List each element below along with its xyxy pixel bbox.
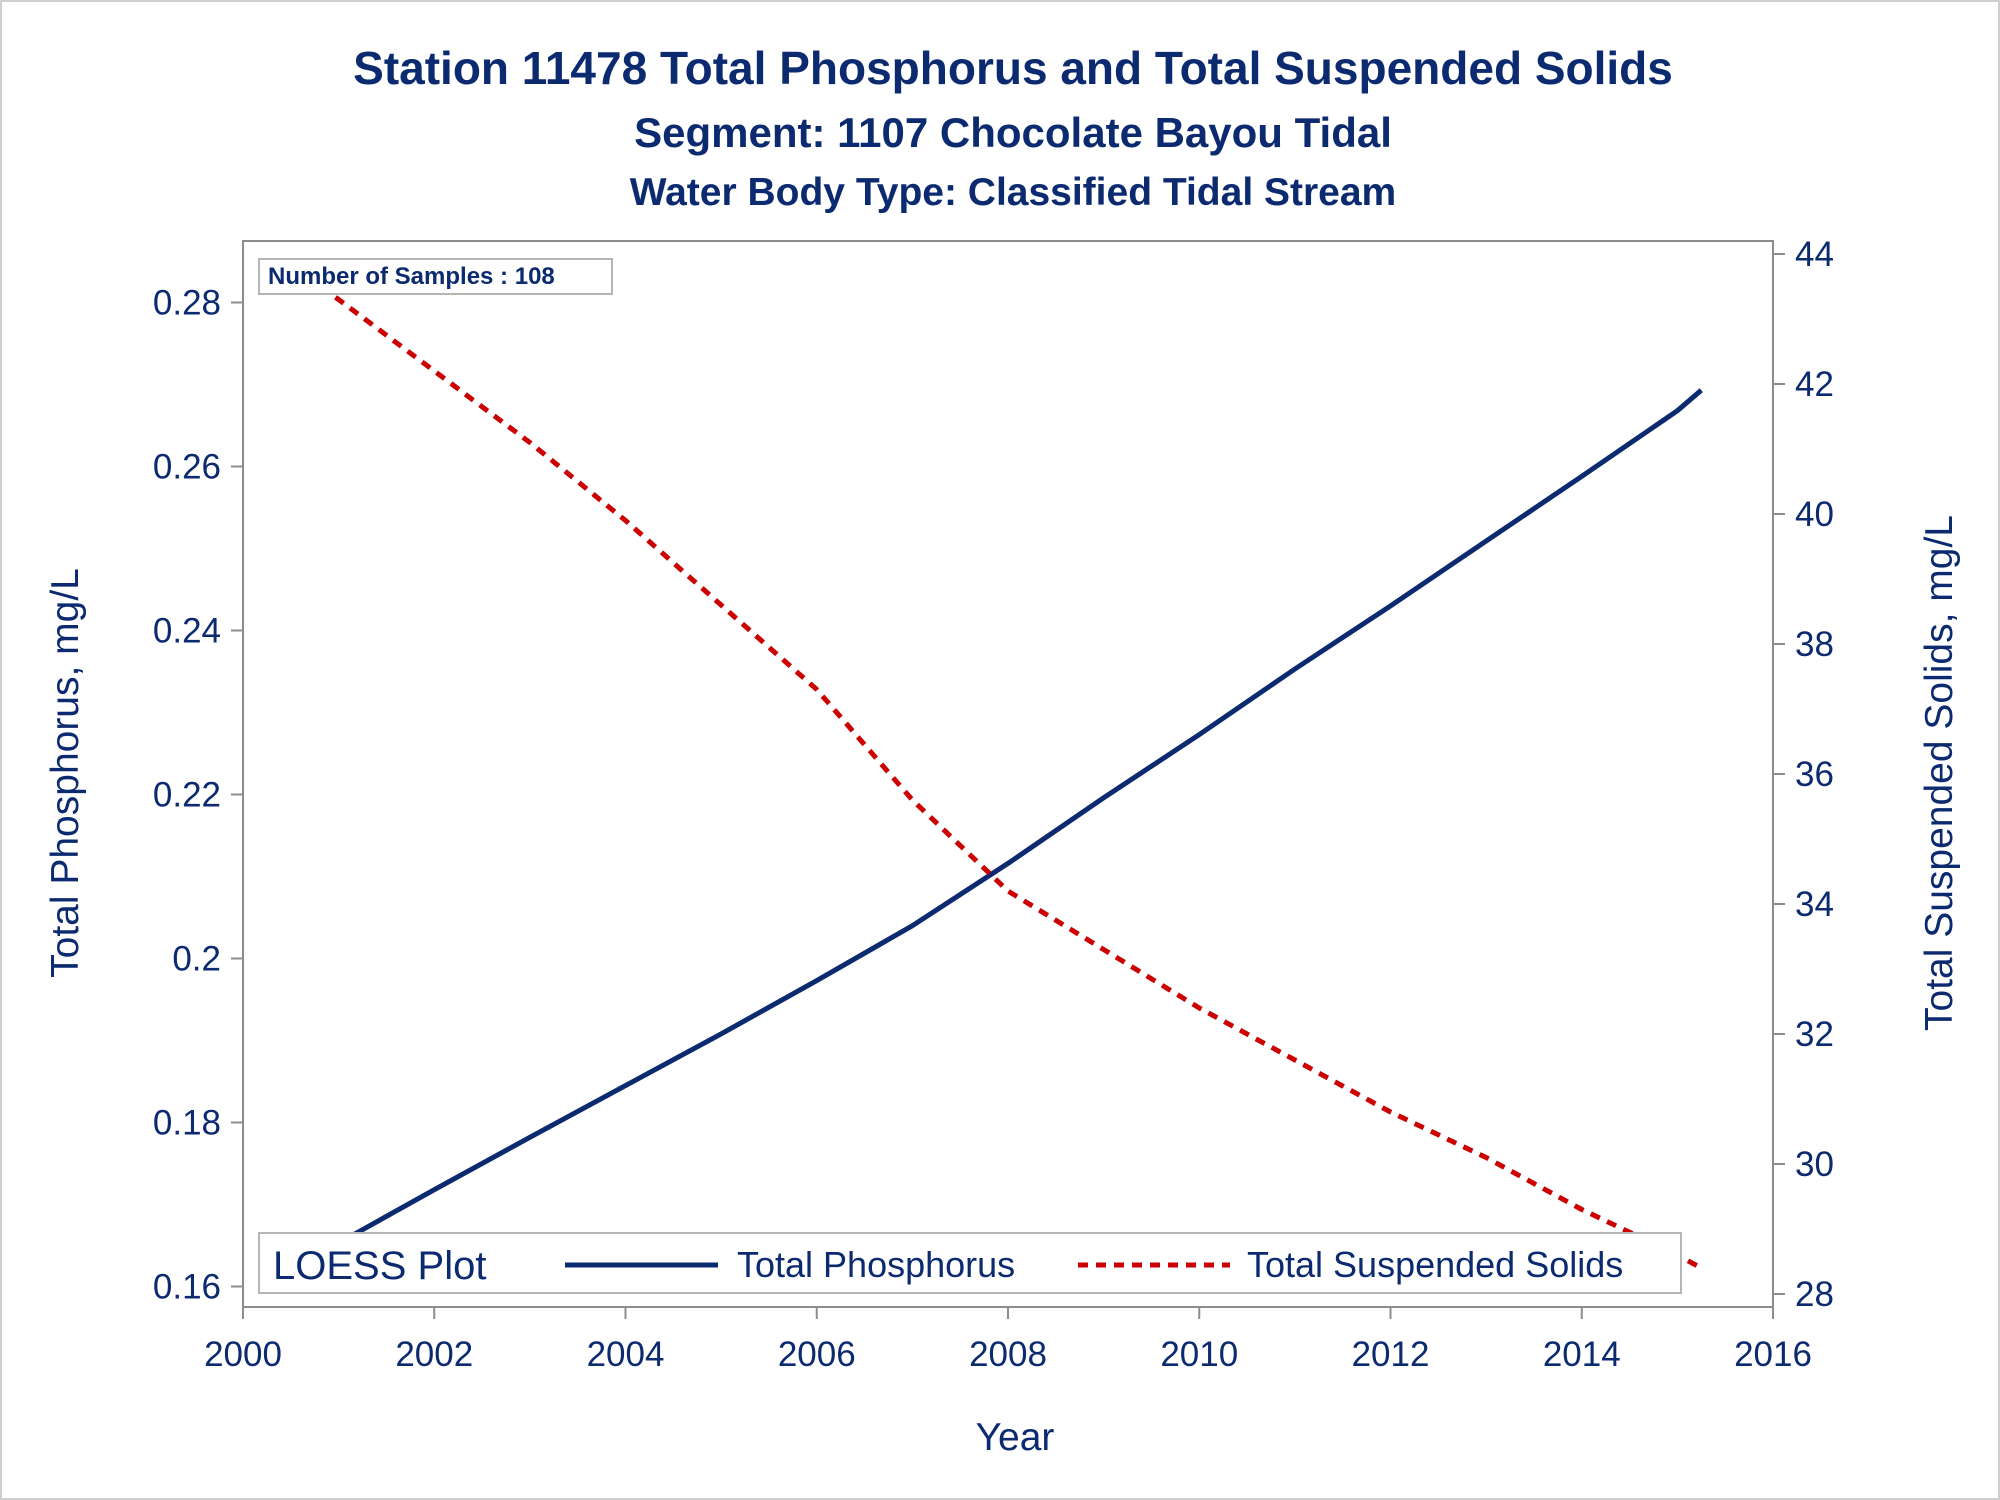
chart-subtitle: Segment: 1107 Chocolate Bayou Tidal [634, 109, 1392, 156]
y-axis-label: Total Phosphorus, mg/L [44, 568, 87, 978]
y-axis-left: 0.16 0.18 0.2 0.22 0.24 0.26 0.28 [153, 284, 243, 1307]
x-tick-label: 2016 [1734, 1335, 1812, 1374]
y2-tick-label: 36 [1795, 755, 1834, 794]
x-tick-label: 2002 [395, 1335, 473, 1374]
y2-tick-label: 44 [1795, 235, 1834, 274]
y2-tick-label: 34 [1795, 885, 1834, 924]
x-axis: 2000 2002 2004 2006 2008 2010 2012 2014 2016 [204, 1307, 1812, 1374]
legend-label-tss: Total Suspended Solids [1247, 1244, 1623, 1285]
x-axis-label: Year [976, 1416, 1055, 1459]
x-tick-label: 2006 [778, 1335, 856, 1374]
chart-subtitle-2: Water Body Type: Classified Tidal Stream [630, 171, 1396, 214]
y-tick-label: 0.18 [153, 1104, 221, 1143]
y2-tick-label: 38 [1795, 625, 1834, 664]
x-tick-label: 2010 [1160, 1335, 1238, 1374]
legend-title: LOESS Plot [273, 1244, 486, 1288]
x-tick-label: 2000 [204, 1335, 282, 1374]
y-tick-label: 0.28 [153, 284, 221, 323]
legend-box [258, 1232, 1682, 1294]
y2-tick-label: 28 [1795, 1275, 1834, 1314]
series-line-tss [289, 264, 1703, 1271]
legend-label-phosphorus: Total Phosphorus [737, 1244, 1015, 1285]
y2-axis-label: Total Suspended Solids, mg/L [1918, 515, 1961, 1031]
series-layer [289, 264, 1703, 1282]
chart-title: Station 11478 Total Phosphorus and Total… [353, 42, 1673, 94]
y-tick-label: 0.22 [153, 776, 221, 815]
y2-tick-label: 40 [1795, 495, 1834, 534]
x-tick-label: 2008 [969, 1335, 1047, 1374]
series-line-phosphorus [289, 388, 1703, 1282]
y-tick-label: 0.16 [153, 1268, 221, 1307]
y2-tick-label: 42 [1795, 365, 1834, 404]
y-tick-label: 0.2 [172, 940, 221, 979]
y-axis-right: 28 30 32 34 36 38 40 42 44 [1773, 235, 1834, 1314]
y-tick-label: 0.24 [153, 612, 221, 651]
y2-tick-label: 32 [1795, 1015, 1834, 1054]
sample-count-box: Number of Samples : 108 [258, 258, 613, 295]
x-tick-label: 2004 [587, 1335, 665, 1374]
y-tick-label: 0.26 [153, 448, 221, 487]
x-tick-label: 2014 [1543, 1335, 1621, 1374]
x-tick-label: 2012 [1352, 1335, 1430, 1374]
y2-tick-label: 30 [1795, 1145, 1834, 1184]
legend: LOESS Plot Total Phosphorus Total Suspen… [258, 1232, 1682, 1294]
sample-count-text: Number of Samples : 108 [268, 263, 555, 290]
